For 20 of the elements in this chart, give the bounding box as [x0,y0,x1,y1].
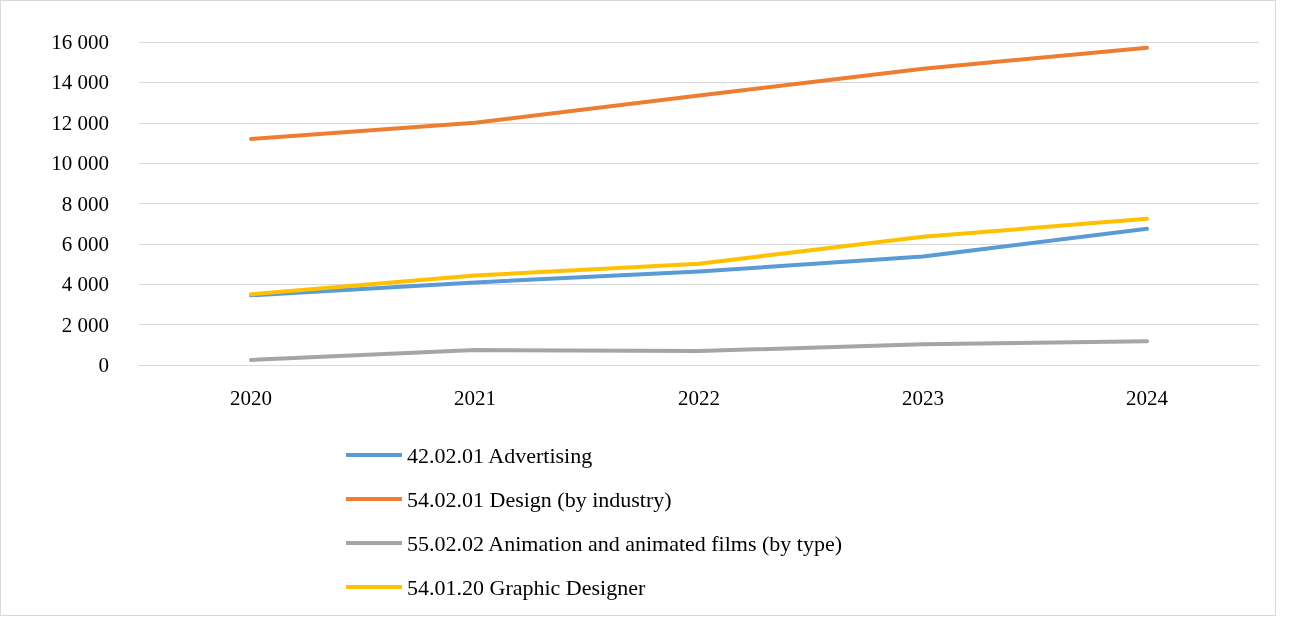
y-tick-label: 0 [98,353,109,377]
x-tick-label: 2021 [454,385,496,410]
legend-label: 55.02.02 Animation and animated films (by type) [407,530,843,556]
y-tick-label: 10 000 [51,151,109,176]
y-tick-label: 16 000 [51,30,109,54]
line-series [249,45,1149,141]
legend-label: 54.01.20 Graphic Designer [407,574,646,600]
x-tick-label: 2022 [678,385,720,410]
y-tick-label: 8 000 [61,191,109,216]
y-tick-label: 14 000 [51,70,109,95]
legend-label: 42.02.01 Advertising [407,442,593,468]
y-tick-label: 12 000 [51,110,109,135]
x-tick-label: 2024 [1126,385,1169,410]
x-tick-label: 2023 [902,385,944,410]
y-tick-label: 4 000 [61,272,109,297]
y-tick-label: 2 000 [61,312,109,337]
legend-label: 54.02.01 Design (by industry) [407,486,672,512]
y-tick-label: 6 000 [61,231,109,256]
line-series [249,339,1149,362]
x-tick-label: 2020 [230,385,272,410]
